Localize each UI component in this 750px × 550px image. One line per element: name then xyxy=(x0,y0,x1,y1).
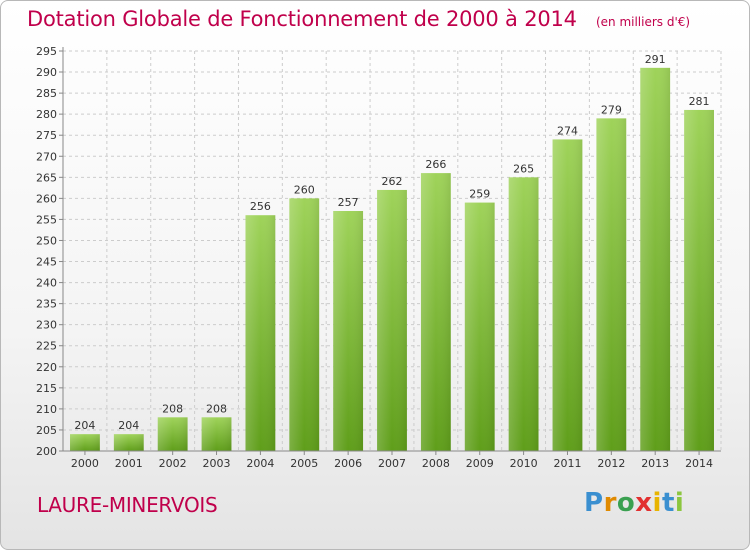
y-tick-label: 245 xyxy=(36,256,57,269)
logo-letter: x xyxy=(635,488,653,518)
y-tick-label: 275 xyxy=(36,129,57,142)
bar-shine xyxy=(377,189,407,451)
bar-shine xyxy=(70,434,100,451)
bar-value-label: 256 xyxy=(250,200,271,213)
y-tick-label: 215 xyxy=(36,382,57,395)
y-tick-label: 240 xyxy=(36,277,57,290)
x-tick-label: 2004 xyxy=(246,457,274,470)
logo-letter: i xyxy=(652,488,662,518)
bar-value-label: 259 xyxy=(469,188,490,201)
y-tick-label: 250 xyxy=(36,234,57,247)
bar-shine xyxy=(245,215,276,451)
chart-title: Dotation Globale de Fonctionnement de 20… xyxy=(27,7,577,31)
bar-value-label: 279 xyxy=(601,103,622,116)
axis-layer: 2002052102152202252302352402452502552602… xyxy=(36,45,721,470)
x-tick-label: 2005 xyxy=(290,457,318,470)
y-tick-label: 285 xyxy=(36,87,57,100)
y-tick-label: 290 xyxy=(36,66,57,79)
bar-shine xyxy=(596,118,627,452)
x-tick-label: 2013 xyxy=(641,457,669,470)
x-tick-label: 2002 xyxy=(159,457,187,470)
y-tick-label: 225 xyxy=(36,340,57,353)
y-tick-label: 280 xyxy=(36,108,57,121)
y-tick-label: 295 xyxy=(36,45,57,58)
bars-layer xyxy=(70,67,714,452)
bar-value-label: 208 xyxy=(206,402,227,415)
y-tick-label: 220 xyxy=(36,361,57,374)
chart-subtitle: (en milliers d'€) xyxy=(595,15,691,29)
x-tick-label: 2009 xyxy=(466,457,494,470)
y-tick-label: 260 xyxy=(36,192,57,205)
bar-shine xyxy=(552,139,583,451)
bar-shine xyxy=(640,67,671,451)
bar-shine xyxy=(113,434,144,451)
y-tick-label: 230 xyxy=(36,319,57,332)
commune-name: LAURE-MINERVOIS xyxy=(37,493,218,517)
bar-value-label: 291 xyxy=(645,53,666,66)
bar-value-label: 204 xyxy=(118,419,139,432)
x-tick-label: 2011 xyxy=(553,457,581,470)
logo-letter: P xyxy=(584,488,604,518)
x-tick-label: 2014 xyxy=(685,457,713,470)
bar-value-label: 260 xyxy=(294,183,315,196)
bar-value-label: 257 xyxy=(338,196,359,209)
logo-letter: i xyxy=(674,488,685,518)
y-tick-label: 265 xyxy=(36,171,57,184)
bar-value-label: 274 xyxy=(557,124,578,137)
y-tick-label: 205 xyxy=(36,424,57,437)
x-tick-label: 2010 xyxy=(510,457,538,470)
y-tick-label: 255 xyxy=(36,213,57,226)
bar-shine xyxy=(464,202,495,451)
logo-letter: o xyxy=(616,488,636,518)
y-tick-label: 235 xyxy=(36,298,57,311)
labels-layer: 204 204 208 208 256 260 257 262 266 259 265 274 279 2… xyxy=(74,53,709,432)
bar-shine xyxy=(508,177,539,451)
bar-value-label: 208 xyxy=(162,402,183,415)
bar-value-label: 262 xyxy=(382,175,403,188)
bar-shine xyxy=(157,417,188,451)
bar-value-label: 281 xyxy=(689,95,710,108)
bar-shine xyxy=(289,198,320,451)
bar-value-label: 204 xyxy=(74,419,95,432)
bar-shine xyxy=(201,417,232,451)
bar-shine xyxy=(684,109,714,452)
logo-letter: r xyxy=(603,488,617,518)
proxiti-logo: Proxiti xyxy=(584,488,684,518)
x-tick-label: 2000 xyxy=(71,457,99,470)
bar-shine xyxy=(333,211,364,451)
title-row: Dotation Globale de Fonctionnement de 20… xyxy=(27,7,690,31)
bar-shine xyxy=(420,173,451,451)
y-tick-label: 270 xyxy=(36,150,57,163)
x-tick-label: 2006 xyxy=(334,457,362,470)
x-tick-label: 2007 xyxy=(378,457,406,470)
y-tick-label: 200 xyxy=(36,445,57,458)
logo-letter: t xyxy=(661,488,675,518)
bar-value-label: 265 xyxy=(513,162,534,175)
bar-value-label: 266 xyxy=(425,158,446,171)
x-tick-label: 2008 xyxy=(422,457,450,470)
x-tick-label: 2001 xyxy=(115,457,143,470)
x-tick-label: 2003 xyxy=(203,457,231,470)
y-tick-label: 210 xyxy=(36,403,57,416)
x-tick-label: 2012 xyxy=(597,457,625,470)
